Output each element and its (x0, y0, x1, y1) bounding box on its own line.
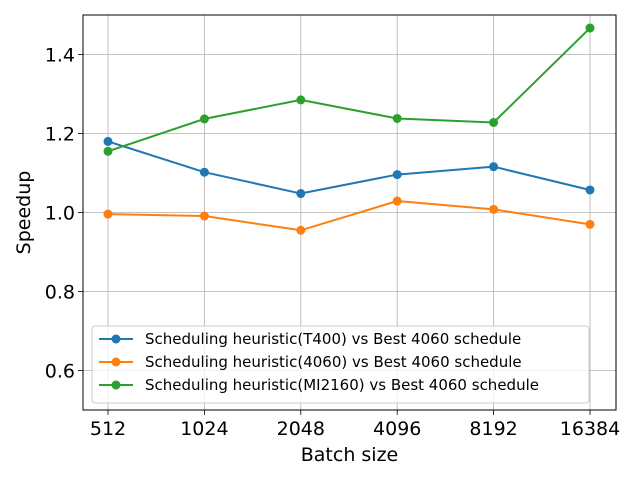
y-tick-label: 1.2 (45, 124, 75, 146)
data-point (199, 211, 209, 221)
series-line (107, 200, 591, 232)
data-point (199, 167, 209, 177)
data-point (392, 113, 402, 123)
series-3 (103, 23, 595, 156)
y-tick-label: 0.6 (45, 361, 75, 383)
data-point (199, 114, 209, 124)
legend-marker (111, 357, 121, 367)
legend-marker (111, 380, 121, 390)
series-line (107, 140, 591, 195)
data-point (585, 23, 595, 33)
legend-label: Scheduling heuristic(4060) vs Best 4060 … (145, 353, 522, 371)
x-tick-label: 1024 (180, 418, 228, 440)
legend-box (91, 325, 590, 404)
data-point (489, 117, 499, 127)
data-point (585, 185, 595, 195)
data-point (585, 219, 595, 229)
legend: Scheduling heuristic(T400) vs Best 4060 … (91, 325, 590, 404)
ticks: 512 1024 2048 4096 8192 16384 0.6 0.8 1.0 1.2 1.4 (45, 45, 620, 441)
legend-label: Scheduling heuristic(T400) vs Best 4060 … (145, 330, 521, 348)
series-1 (103, 136, 595, 199)
data-point (489, 162, 499, 172)
data-point (296, 95, 306, 105)
series-line (107, 27, 591, 153)
y-tick-label: 1.4 (45, 45, 75, 67)
y-tick-label: 1.0 (45, 203, 75, 225)
data-point (489, 204, 499, 214)
x-tick-label: 4096 (373, 418, 421, 440)
data-point (103, 146, 113, 156)
legend-item: Scheduling heuristic(MI2160) vs Best 406… (99, 376, 539, 394)
legend-item: Scheduling heuristic(4060) vs Best 4060 … (99, 353, 522, 371)
x-tick-label: 8192 (469, 418, 517, 440)
x-axis-label: Batch size (301, 444, 399, 466)
x-tick-label: 512 (90, 418, 126, 440)
y-axis-label: Speedup (13, 171, 35, 255)
y-tick-label: 0.8 (45, 282, 75, 304)
data-point (392, 196, 402, 206)
series-2 (103, 196, 595, 235)
data-point (296, 225, 306, 235)
data-point (392, 170, 402, 180)
data-point (103, 209, 113, 219)
data-point (103, 136, 113, 146)
x-tick-label: 16384 (560, 418, 620, 440)
x-tick-label: 2048 (277, 418, 325, 440)
legend-label: Scheduling heuristic(MI2160) vs Best 406… (145, 376, 539, 394)
legend-marker (111, 334, 121, 344)
data-point (296, 189, 306, 199)
series-layer (103, 23, 595, 235)
legend-item: Scheduling heuristic(T400) vs Best 4060 … (99, 330, 521, 348)
